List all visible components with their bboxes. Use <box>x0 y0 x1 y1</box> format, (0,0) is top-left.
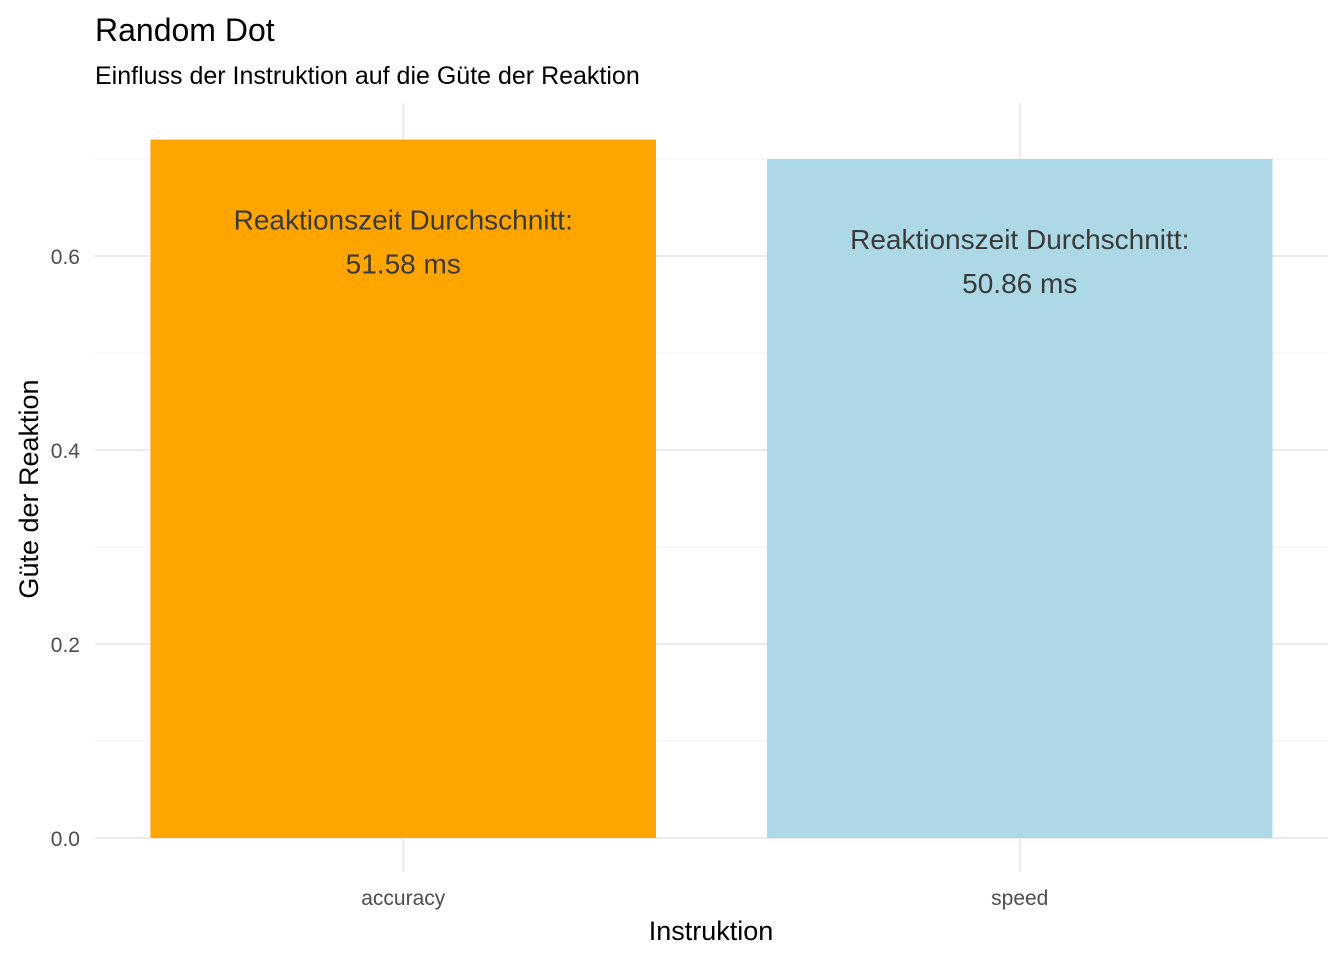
bar-label-speed-line-1: Reaktionszeit Durchschnitt: <box>850 224 1189 255</box>
bars <box>150 139 1273 839</box>
bar-label-speed-line-2: 50.86 ms <box>962 268 1077 299</box>
x-tick-label-speed: speed <box>991 887 1048 910</box>
y-axis-ticks: 0.0 0.2 0.4 0.6 <box>51 246 81 851</box>
y-tick-label: 0.4 <box>51 440 81 463</box>
x-axis-title: Instruktion <box>649 916 774 946</box>
y-tick-label: 0.6 <box>51 246 80 269</box>
bar-speed <box>766 159 1273 838</box>
chart-title: Random Dot <box>95 12 275 48</box>
bar-label-accuracy-line-1: Reaktionszeit Durchschnitt: <box>234 205 573 236</box>
x-axis-ticks: accuracy speed <box>361 887 1048 910</box>
y-tick-label: 0.2 <box>51 634 80 657</box>
y-tick-label: 0.0 <box>51 828 80 851</box>
bar-label-accuracy-line-2: 51.58 ms <box>346 249 461 280</box>
bar-labels: Reaktionszeit Durchschnitt: 51.58 ms Reakt… <box>234 205 1190 299</box>
chart-subtitle: Einfluss der Instruktion auf die Güte de… <box>95 62 640 90</box>
y-axis-title: Güte der Reaktion <box>14 379 44 598</box>
bar-accuracy <box>150 139 657 839</box>
x-tick-label-accuracy: accuracy <box>361 887 446 910</box>
